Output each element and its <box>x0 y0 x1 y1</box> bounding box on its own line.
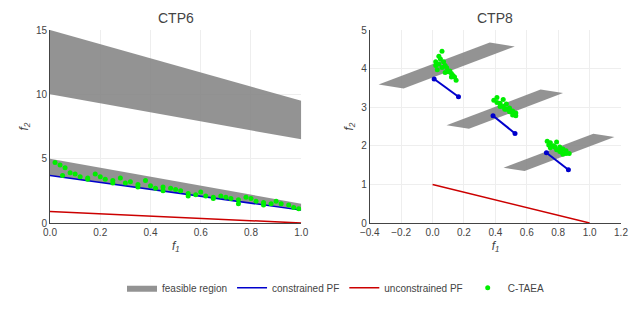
svg-text:2: 2 <box>361 140 367 151</box>
svg-text:0.8: 0.8 <box>551 227 565 238</box>
svg-text:f₂: f₂ <box>17 122 31 130</box>
svg-text:0.0: 0.0 <box>43 227 57 238</box>
svg-text:0.8: 0.8 <box>244 227 258 238</box>
svg-text:feasible region: feasible region <box>162 283 227 294</box>
svg-text:1.0: 1.0 <box>583 227 597 238</box>
svg-text:5: 5 <box>361 25 367 36</box>
svg-text:0.6: 0.6 <box>520 227 534 238</box>
svg-text:0.2: 0.2 <box>93 227 107 238</box>
svg-text:0.4: 0.4 <box>488 227 502 238</box>
svg-text:f₂: f₂ <box>342 122 356 130</box>
svg-text:0.4: 0.4 <box>144 227 158 238</box>
svg-text:3: 3 <box>361 102 367 113</box>
svg-text:0.0: 0.0 <box>426 227 440 238</box>
svg-text:unconstrained PF: unconstrained PF <box>384 283 462 294</box>
svg-text:f₁: f₁ <box>172 239 179 253</box>
svg-text:0.2: 0.2 <box>457 227 471 238</box>
svg-text:constrained PF: constrained PF <box>272 283 339 294</box>
svg-text:−0.4: −0.4 <box>360 227 380 238</box>
svg-text:15: 15 <box>36 25 48 36</box>
svg-text:0: 0 <box>361 218 367 229</box>
svg-text:CTP8: CTP8 <box>477 10 513 26</box>
svg-text:1: 1 <box>361 179 367 190</box>
svg-text:4: 4 <box>361 63 367 74</box>
svg-text:C-TAEA: C-TAEA <box>508 283 544 294</box>
svg-text:0.6: 0.6 <box>194 227 208 238</box>
svg-text:CTP6: CTP6 <box>158 10 194 26</box>
svg-text:−0.2: −0.2 <box>391 227 411 238</box>
svg-text:1.2: 1.2 <box>614 227 628 238</box>
svg-text:1.0: 1.0 <box>294 227 308 238</box>
svg-text:0: 0 <box>41 218 47 229</box>
svg-text:f₁: f₁ <box>492 239 499 253</box>
svg-text:5: 5 <box>41 153 47 164</box>
svg-text:10: 10 <box>36 89 48 100</box>
